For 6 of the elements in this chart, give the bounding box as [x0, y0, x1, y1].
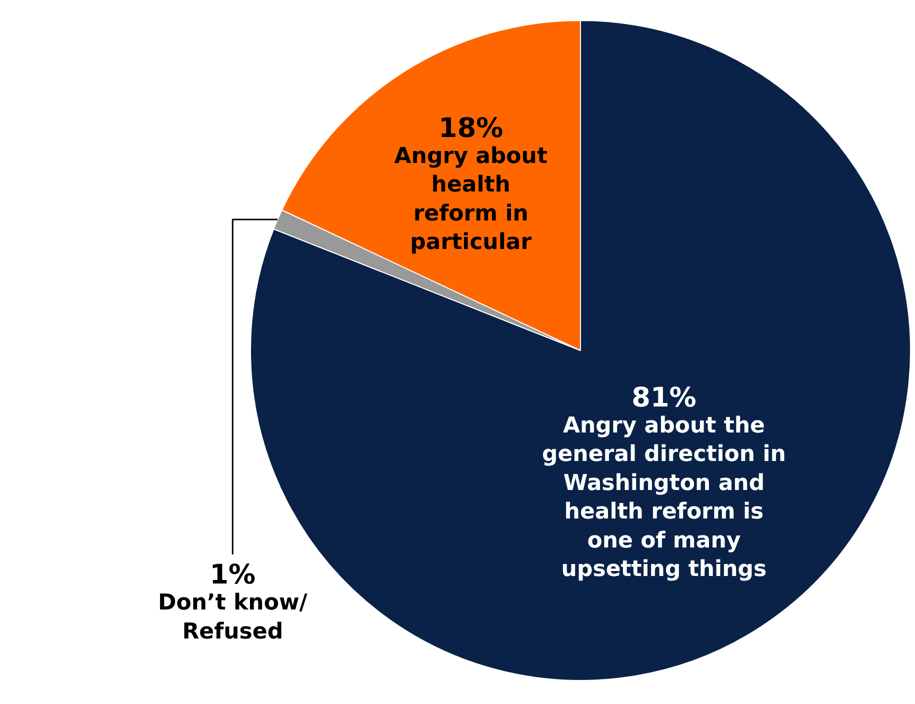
slice-label: Don’t know/ Refused: [158, 590, 308, 644]
slice-label: Angry about health reform in particular: [394, 144, 548, 256]
data-label: 81%: [632, 382, 696, 414]
data-label: 18%: [438, 112, 504, 144]
slice-label: Angry about the general direction in Washington and health reform is one of many upsetting things: [542, 413, 786, 582]
data-label: 1%: [210, 560, 256, 590]
